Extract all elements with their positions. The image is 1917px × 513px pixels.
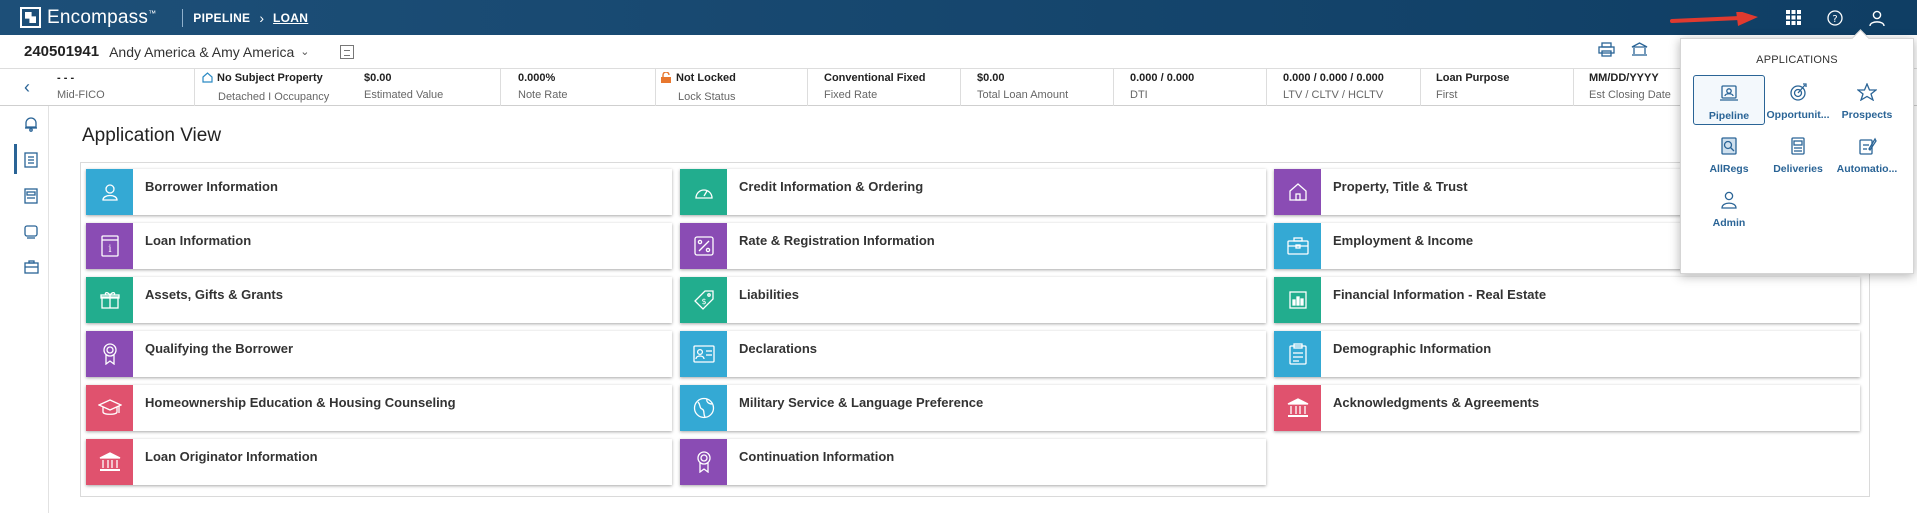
app-opportunities[interactable]: Opportunit... [1762, 75, 1834, 125]
tile-financial-real-estate[interactable]: Financial Information - Real Estate [1274, 277, 1860, 323]
print-icon[interactable] [1598, 42, 1615, 62]
tile-continuation-information[interactable]: Continuation Information [680, 439, 1266, 485]
house-small-icon [202, 72, 213, 86]
info-ltv: 0.000 / 0.000 / 0.000 LTV / CLTV / HCLTV [1283, 72, 1384, 101]
app-automation[interactable]: Automatio... [1831, 129, 1903, 179]
price-tag-icon: $ [680, 277, 727, 323]
chevron-left-icon[interactable]: ‹ [24, 77, 30, 97]
tile-liabilities[interactable]: $ Liabilities [680, 277, 1266, 323]
info-property: No Subject Property Detached I Occupancy [202, 72, 329, 104]
id-card-icon [680, 331, 727, 377]
automation-icon [1857, 137, 1877, 160]
briefcase-rail-icon[interactable] [24, 260, 39, 274]
ribbon-icon [680, 439, 727, 485]
encompass-logo-icon [20, 7, 41, 28]
info-estimated-value: $0.00 Estimated Value [364, 72, 444, 101]
breadcrumb-pipeline[interactable]: PIPELINE [193, 10, 251, 25]
app-deliveries[interactable]: Deliveries [1762, 129, 1834, 179]
tile-military-language[interactable]: Military Service & Language Preference [680, 385, 1266, 431]
info-note-rate: 0.000% Note Rate [518, 72, 568, 101]
loan-info-strip: ‹ - - - Mid-FICO No Subject Property Det… [0, 68, 1917, 106]
info-loan-purpose: Loan Purpose First [1436, 72, 1510, 101]
top-bar: Encompass ™ PIPELINE › LOAN ? [0, 0, 1917, 35]
info-lock-status: Not Locked Lock Status [661, 71, 736, 104]
tile-borrower-information[interactable]: Borrower Information [86, 169, 672, 215]
tile-credit-information[interactable]: Credit Information & Ordering [680, 169, 1266, 215]
breadcrumb: PIPELINE › LOAN [182, 8, 309, 27]
star-icon [1856, 82, 1878, 106]
app-pipeline[interactable]: Pipeline [1693, 75, 1765, 125]
loan-header: 240501941 Andy America & Amy America ⌄ [0, 35, 1917, 68]
loan-number: 240501941 [24, 43, 100, 60]
info-mid-fico: - - - Mid-FICO [57, 72, 105, 101]
tile-loan-information[interactable]: i Loan Information [86, 223, 672, 269]
gift-icon [86, 277, 133, 323]
bank-icon [1274, 385, 1321, 431]
documents-icon[interactable] [24, 188, 38, 204]
loan-summary-icon[interactable] [339, 44, 354, 59]
svg-text:?: ? [1832, 14, 1837, 25]
graduation-cap-icon [86, 385, 133, 431]
house-icon [1274, 169, 1321, 215]
pipeline-icon [1719, 84, 1739, 107]
svg-text:i: i [108, 244, 111, 255]
info-dti: 0.000 / 0.000 DTI [1130, 72, 1195, 101]
application-tiles-grid: Borrower Information Credit Information … [80, 162, 1870, 497]
tile-qualifying-borrower[interactable]: Qualifying the Borrower [86, 331, 672, 377]
rail-active-indicator [14, 144, 17, 174]
forms-icon[interactable] [24, 152, 38, 168]
gauge-icon [680, 169, 727, 215]
info-loan-type: Conventional Fixed Fixed Rate [824, 72, 926, 101]
unlock-icon [661, 71, 671, 86]
person-icon [86, 169, 133, 215]
deliveries-icon [1788, 137, 1808, 160]
borrower-names[interactable]: Andy America & Amy America [109, 43, 295, 60]
tile-acknowledgments-agreements[interactable]: Acknowledgments & Agreements [1274, 385, 1860, 431]
tile-assets-gifts-grants[interactable]: Assets, Gifts & Grants [86, 277, 672, 323]
alert-bell-icon[interactable] [24, 116, 38, 132]
page-title: Application View [82, 125, 222, 146]
tile-loan-originator-information[interactable]: Loan Originator Information [86, 439, 672, 485]
info-total-loan-amount: $0.00 Total Loan Amount [977, 72, 1069, 101]
info-est-closing-date: MM/DD/YYYY Est Closing Date [1589, 72, 1671, 101]
app-admin[interactable]: Admin [1693, 183, 1765, 233]
breadcrumb-separator: › [259, 9, 265, 26]
target-icon [1788, 83, 1808, 106]
encompass-logo[interactable]: Encompass ™ [20, 7, 156, 29]
applications-dropdown: APPLICATIONS Pipeline Opportunit... Pros… [1680, 38, 1914, 274]
briefcase-icon [1274, 223, 1321, 269]
help-icon[interactable]: ? [1825, 8, 1845, 28]
breadcrumb-loan[interactable]: LOAN [273, 10, 309, 25]
apps-grid-icon[interactable] [1783, 8, 1803, 28]
brand-name: Encompass [47, 6, 149, 28]
left-rail [0, 106, 49, 513]
allregs-icon [1719, 137, 1739, 160]
tile-declarations[interactable]: Declarations [680, 331, 1266, 377]
svg-text:$: $ [701, 297, 706, 306]
user-icon[interactable] [1867, 8, 1887, 28]
applications-title: APPLICATIONS [1756, 54, 1838, 66]
ribbon-icon [86, 331, 133, 377]
globe-icon [680, 385, 727, 431]
admin-icon [1719, 191, 1739, 214]
bank-small-icon[interactable] [1631, 42, 1648, 62]
services-icon[interactable] [24, 224, 38, 239]
percent-icon [680, 223, 727, 269]
bank-icon [86, 439, 133, 485]
tile-rate-registration[interactable]: Rate & Registration Information [680, 223, 1266, 269]
chevron-down-icon[interactable]: ⌄ [300, 46, 310, 58]
tile-demographic-information[interactable]: Demographic Information [1274, 331, 1860, 377]
clipboard-icon [1274, 331, 1321, 377]
info-doc-icon: i [86, 223, 133, 269]
app-prospects[interactable]: Prospects [1831, 75, 1903, 125]
red-arrow-annotation [1670, 12, 1758, 26]
app-allregs[interactable]: AllRegs [1693, 129, 1765, 179]
tile-homeownership-education[interactable]: Homeownership Education & Housing Counse… [86, 385, 672, 431]
bar-chart-icon [1274, 277, 1321, 323]
